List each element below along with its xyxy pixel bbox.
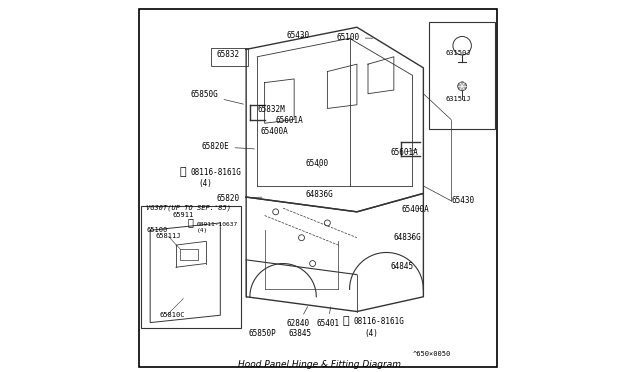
Text: 08116-8161G: 08116-8161G bbox=[353, 317, 404, 327]
Text: 65401: 65401 bbox=[316, 307, 339, 328]
Text: 64836G: 64836G bbox=[305, 190, 333, 199]
Circle shape bbox=[453, 36, 472, 55]
Text: 65820: 65820 bbox=[216, 194, 262, 203]
Text: 64845: 64845 bbox=[390, 262, 413, 271]
FancyBboxPatch shape bbox=[141, 206, 241, 328]
Text: 65100: 65100 bbox=[337, 33, 372, 42]
Text: 65850P: 65850P bbox=[248, 328, 276, 337]
Text: 65911: 65911 bbox=[172, 212, 193, 218]
Text: 65100: 65100 bbox=[147, 227, 168, 233]
Text: 63845: 63845 bbox=[289, 328, 312, 337]
Text: VG30T(UP TO SEP.'85): VG30T(UP TO SEP.'85) bbox=[147, 205, 232, 212]
Text: 65400A: 65400A bbox=[261, 127, 289, 136]
Circle shape bbox=[458, 82, 467, 91]
Text: 65811J: 65811J bbox=[156, 233, 181, 239]
Text: 63150J: 63150J bbox=[445, 50, 471, 56]
Text: 65832M: 65832M bbox=[257, 105, 285, 114]
Text: (4): (4) bbox=[198, 179, 212, 188]
Text: (4): (4) bbox=[196, 228, 207, 233]
Text: 08911-10637: 08911-10637 bbox=[196, 222, 237, 227]
Text: 65810C: 65810C bbox=[159, 312, 185, 318]
Bar bbox=[180, 249, 198, 260]
Text: 65430: 65430 bbox=[287, 31, 310, 40]
Text: 65400: 65400 bbox=[305, 159, 328, 168]
Text: 65601A: 65601A bbox=[276, 116, 303, 125]
Text: 08116-8161G: 08116-8161G bbox=[191, 168, 242, 177]
Text: Hood Panel,Hinge & Fitting Diagram: Hood Panel,Hinge & Fitting Diagram bbox=[239, 360, 401, 369]
Text: 63151J: 63151J bbox=[445, 96, 471, 102]
Text: 65400A: 65400A bbox=[401, 205, 429, 214]
Text: Ⓑ: Ⓑ bbox=[180, 167, 186, 177]
Text: 65430: 65430 bbox=[451, 196, 474, 205]
Text: Ⓝ: Ⓝ bbox=[187, 217, 193, 227]
Text: 64836G: 64836G bbox=[394, 232, 422, 241]
Text: 65601A: 65601A bbox=[390, 148, 418, 157]
Text: Ⓑ: Ⓑ bbox=[342, 317, 349, 327]
Text: 65850G: 65850G bbox=[191, 90, 243, 104]
Text: 65832: 65832 bbox=[216, 50, 240, 59]
Text: 62840: 62840 bbox=[287, 307, 310, 328]
Text: (4): (4) bbox=[364, 328, 378, 337]
Text: ^650×0050: ^650×0050 bbox=[412, 351, 451, 357]
FancyBboxPatch shape bbox=[429, 22, 495, 129]
Text: 65820E: 65820E bbox=[202, 142, 255, 151]
